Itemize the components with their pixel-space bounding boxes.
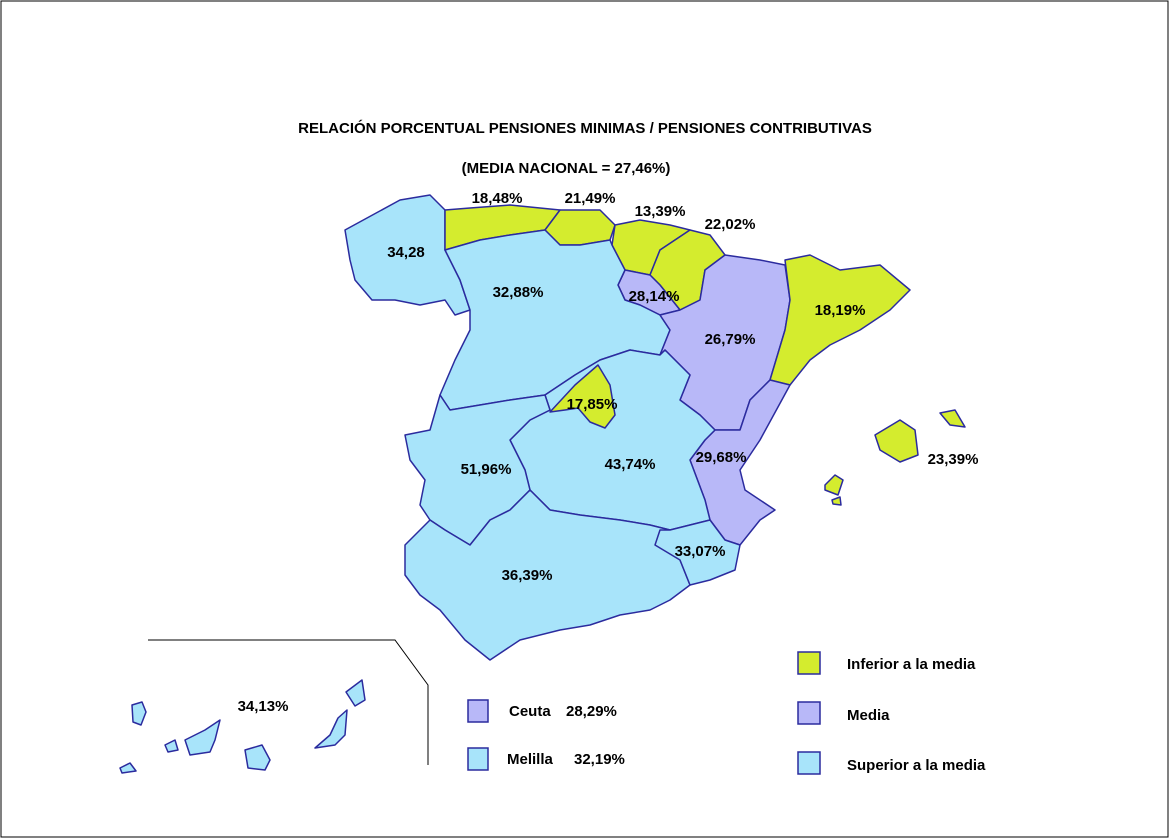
canary-island — [184, 719, 221, 756]
legend-label: Superior a la media — [847, 757, 986, 774]
mallorca — [874, 419, 919, 463]
region-label: 34,28 — [387, 244, 425, 261]
legend-swatch — [797, 701, 821, 725]
region-label: 28,14% — [629, 288, 680, 305]
title: RELACIÓN PORCENTUAL PENSIONES MINIMAS / … — [298, 119, 872, 137]
formentera — [831, 496, 842, 506]
city-swatch — [467, 747, 489, 771]
region-label: 17,85% — [567, 396, 618, 413]
legend-label: Media — [847, 707, 890, 724]
ibiza — [824, 474, 844, 496]
region-labels: 34,28 18,48% 21,49% 13,39% 22,02% 28,14%… — [238, 190, 979, 715]
canarias-inset-line — [148, 639, 429, 765]
madrid — [549, 364, 616, 429]
canary-island — [119, 762, 137, 774]
city-value: 28,29% — [566, 703, 617, 720]
cataluna — [769, 254, 911, 386]
legend-label: Inferior a la media — [847, 656, 976, 673]
city-name: Melilla — [507, 751, 554, 768]
canary-island — [131, 701, 147, 726]
region-label: 29,68% — [696, 449, 747, 466]
city-value: 32,19% — [574, 751, 625, 768]
region-label: 33,07% — [675, 543, 726, 560]
region-label: 36,39% — [502, 567, 553, 584]
region-label: 18,19% — [815, 302, 866, 319]
region-label: 32,88% — [493, 284, 544, 301]
regions — [119, 194, 966, 774]
canary-island — [164, 739, 179, 753]
cities: Ceuta 28,29% Melilla 32,19% — [467, 699, 625, 771]
legend-swatch — [797, 751, 821, 775]
region-label: 43,74% — [605, 456, 656, 473]
region-label: 22,02% — [705, 216, 756, 233]
subtitle: (MEDIA NACIONAL = 27,46%) — [462, 160, 671, 177]
andalucia — [404, 489, 691, 661]
region-label: 23,39% — [928, 451, 979, 468]
canary-island — [314, 709, 348, 749]
region-label: 21,49% — [565, 190, 616, 207]
canary-island — [345, 679, 366, 707]
canary-island — [244, 744, 271, 771]
city-swatch — [467, 699, 489, 723]
menorca — [939, 409, 966, 428]
region-label: 13,39% — [635, 203, 686, 220]
region-label: 18,48% — [472, 190, 523, 207]
region-label: 51,96% — [461, 461, 512, 478]
region-label: 26,79% — [705, 331, 756, 348]
region-label: 34,13% — [238, 698, 289, 715]
galicia — [344, 194, 471, 316]
legend: Inferior a la media Media Superior a la … — [797, 651, 986, 775]
murcia — [654, 519, 741, 586]
legend-swatch — [797, 651, 821, 675]
city-name: Ceuta — [509, 703, 551, 720]
